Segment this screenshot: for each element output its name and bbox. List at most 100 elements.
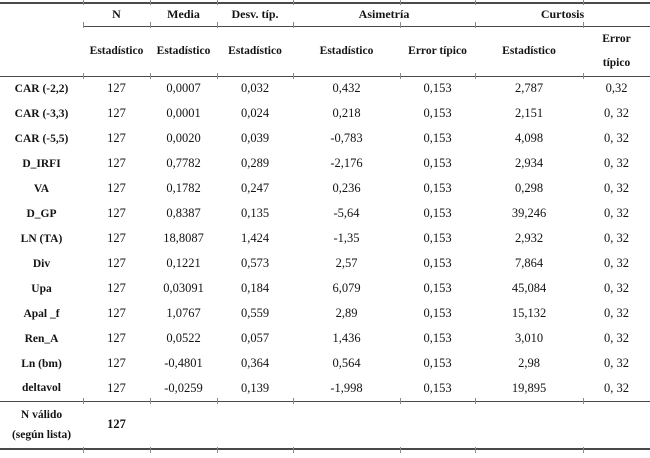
cell-n-estadistico: 127 — [107, 81, 126, 96]
table-row: CAR (-5,5) 127 0,0020 0,039 -0,783 0,153… — [0, 126, 650, 151]
cell-asimetria-error-tipico: 0,153 — [423, 356, 452, 370]
corner-cell — [0, 2, 83, 26]
cell-desv-tip-estadistico: 1,424 — [240, 231, 270, 245]
cell-media-estadistico: 0,0001 — [166, 106, 201, 120]
row-label: D_IRFI — [22, 157, 61, 170]
cell-desv-tip-estadistico: 0,364 — [240, 356, 270, 370]
cell-curtosis-estadistico: 2,787 — [514, 81, 544, 96]
cell-curtosis-error-tipico: 0,32 — [605, 81, 628, 96]
cell-desv-tip-estadistico: 0,573 — [240, 256, 270, 270]
subheader-curtosis-estadistico: Estadístico — [475, 26, 583, 77]
cell-curtosis-estadistico: 2,932 — [514, 231, 544, 245]
cell-asimetria-estadistico: -2,176 — [330, 156, 363, 170]
row-label: deltavol — [22, 382, 61, 395]
table-row: Upa 127 0,03091 0,184 6,079 0,153 45,084… — [0, 276, 650, 301]
row-label: LN (TA) — [20, 232, 63, 245]
table-row: Apal _f 127 1,0767 0,559 2,89 0,153 15,1… — [0, 301, 650, 326]
cell-n-estadistico: 127 — [107, 106, 126, 120]
cell-desv-tip-estadistico: 0,032 — [240, 81, 270, 96]
n-valido-label-line1: N válido — [20, 408, 63, 421]
cell-media-estadistico: 0,7782 — [166, 156, 201, 170]
table-row: CAR (-3,3) 127 0,0001 0,024 0,218 0,153 … — [0, 101, 650, 126]
cell-asimetria-error-tipico: 0,153 — [423, 81, 452, 96]
subheader-asimetria-estadistico: Estadístico — [293, 26, 400, 77]
col-group-curtosis: Curtosis — [475, 2, 650, 27]
cell-asimetria-estadistico: -5,64 — [333, 206, 360, 220]
cell-n-estadistico: 127 — [107, 331, 126, 345]
cell-curtosis-error-tipico: 0, 32 — [604, 156, 629, 170]
cell-asimetria-error-tipico: 0,153 — [423, 281, 452, 295]
cell-n-estadistico: 127 — [107, 231, 126, 245]
table-row: Ln (bm) 127 -0,4801 0,364 0,564 0,153 2,… — [0, 351, 650, 376]
cell-media-estadistico: 0,8387 — [166, 206, 201, 220]
row-label: VA — [33, 182, 50, 195]
table-row: Ren_A 127 0,0522 0,057 1,436 0,153 3,010… — [0, 326, 650, 351]
cell-curtosis-estadistico: 45,084 — [511, 281, 547, 295]
cell-n-estadistico: 127 — [107, 281, 126, 295]
table-row: VA 127 0,1782 0,247 0,236 0,153 0,298 0,… — [0, 176, 650, 201]
cell-media-estadistico: 0,1221 — [166, 256, 201, 270]
cell-asimetria-error-tipico: 0,153 — [423, 106, 452, 120]
table-row: Div 127 0,1221 0,573 2,57 0,153 7,864 0,… — [0, 251, 650, 276]
n-valido-label-line2: (según lista) — [11, 428, 72, 441]
sub-header-row: Estadístico Estadístico Estadístico Esta… — [0, 26, 650, 77]
cell-asimetria-estadistico: 1,436 — [332, 331, 361, 345]
cell-curtosis-estadistico: 4,098 — [514, 131, 544, 145]
cell-media-estadistico: -0,4801 — [164, 356, 203, 370]
row-label: CAR (-5,5) — [14, 132, 69, 145]
cell-asimetria-estadistico: 0,432 — [332, 81, 361, 96]
cell-curtosis-estadistico: 2,151 — [514, 106, 544, 120]
subheader-desv-estadistico: Estadístico — [217, 26, 293, 77]
cell-curtosis-error-tipico: 0, 32 — [604, 331, 629, 345]
cell-desv-tip-estadistico: 0,247 — [240, 181, 270, 195]
cell-n-estadistico: 127 — [107, 131, 126, 145]
cell-curtosis-estadistico: 2,98 — [518, 356, 540, 370]
cell-curtosis-error-tipico: 0, 32 — [604, 281, 629, 295]
cell-desv-tip-estadistico: 0,135 — [240, 206, 270, 220]
cell-media-estadistico: -0,0259 — [164, 380, 203, 395]
cell-asimetria-estadistico: 2,89 — [335, 306, 358, 320]
cell-curtosis-error-tipico: 0, 32 — [604, 231, 629, 245]
row-label: D_GP — [26, 207, 57, 220]
cell-asimetria-error-tipico: 0,153 — [423, 306, 452, 320]
cell-curtosis-error-tipico: 0, 32 — [604, 181, 629, 195]
cell-curtosis-error-tipico: 0, 32 — [604, 106, 629, 120]
cell-curtosis-error-tipico: 0, 32 — [604, 206, 629, 220]
row-label: Ren_A — [24, 332, 59, 345]
cell-asimetria-error-tipico: 0,153 — [423, 181, 452, 195]
corner-cell — [0, 26, 83, 77]
cell-curtosis-estadistico: 39,246 — [511, 206, 547, 220]
stats-table: N Media Desv. típ. Asimetría Curtosis Es… — [0, 2, 650, 450]
cell-desv-tip-estadistico: 0,039 — [240, 131, 270, 145]
subheader-asimetria-error-tipico: Error típico — [400, 26, 475, 77]
cell-asimetria-estadistico: 0,564 — [332, 356, 361, 370]
cell-n-estadistico: 127 — [107, 306, 126, 320]
cell-curtosis-estadistico: 19,895 — [511, 380, 547, 395]
cell-curtosis-estadistico: 2,934 — [514, 156, 544, 170]
row-label: Div — [32, 257, 51, 270]
col-group-asimetria: Asimetría — [293, 2, 475, 27]
cell-asimetria-estadistico: -1,35 — [333, 231, 360, 245]
row-label: CAR (-2,2) — [14, 82, 69, 95]
cell-media-estadistico: 0,03091 — [163, 281, 204, 295]
table-row: CAR (-2,2) 127 0,0007 0,032 0,432 0,153 … — [0, 76, 650, 101]
cell-media-estadistico: 0,0007 — [166, 81, 201, 96]
cell-asimetria-estadistico: 0,236 — [332, 181, 361, 195]
cell-n-estadistico: 127 — [107, 156, 126, 170]
cell-curtosis-error-tipico: 0, 32 — [604, 256, 629, 270]
subheader-n-estadistico: Estadístico — [83, 26, 150, 77]
cell-n-estadistico: 127 — [107, 356, 126, 370]
cell-n-estadistico: 127 — [107, 380, 126, 395]
col-group-media: Media — [150, 2, 217, 27]
cell-n-estadistico: 127 — [107, 181, 126, 195]
cell-media-estadistico: 0,1782 — [166, 181, 201, 195]
table-row: D_GP 127 0,8387 0,135 -5,64 0,153 39,246… — [0, 201, 650, 226]
cell-media-estadistico: 0,0522 — [166, 331, 201, 345]
cell-desv-tip-estadistico: 0,139 — [240, 380, 270, 395]
cell-asimetria-error-tipico: 0,153 — [423, 206, 452, 220]
cell-curtosis-estadistico: 7,864 — [514, 256, 544, 270]
cell-desv-tip-estadistico: 0,057 — [240, 331, 270, 345]
cell-asimetria-error-tipico: 0,153 — [423, 156, 452, 170]
cell-n-estadistico: 127 — [107, 206, 126, 220]
